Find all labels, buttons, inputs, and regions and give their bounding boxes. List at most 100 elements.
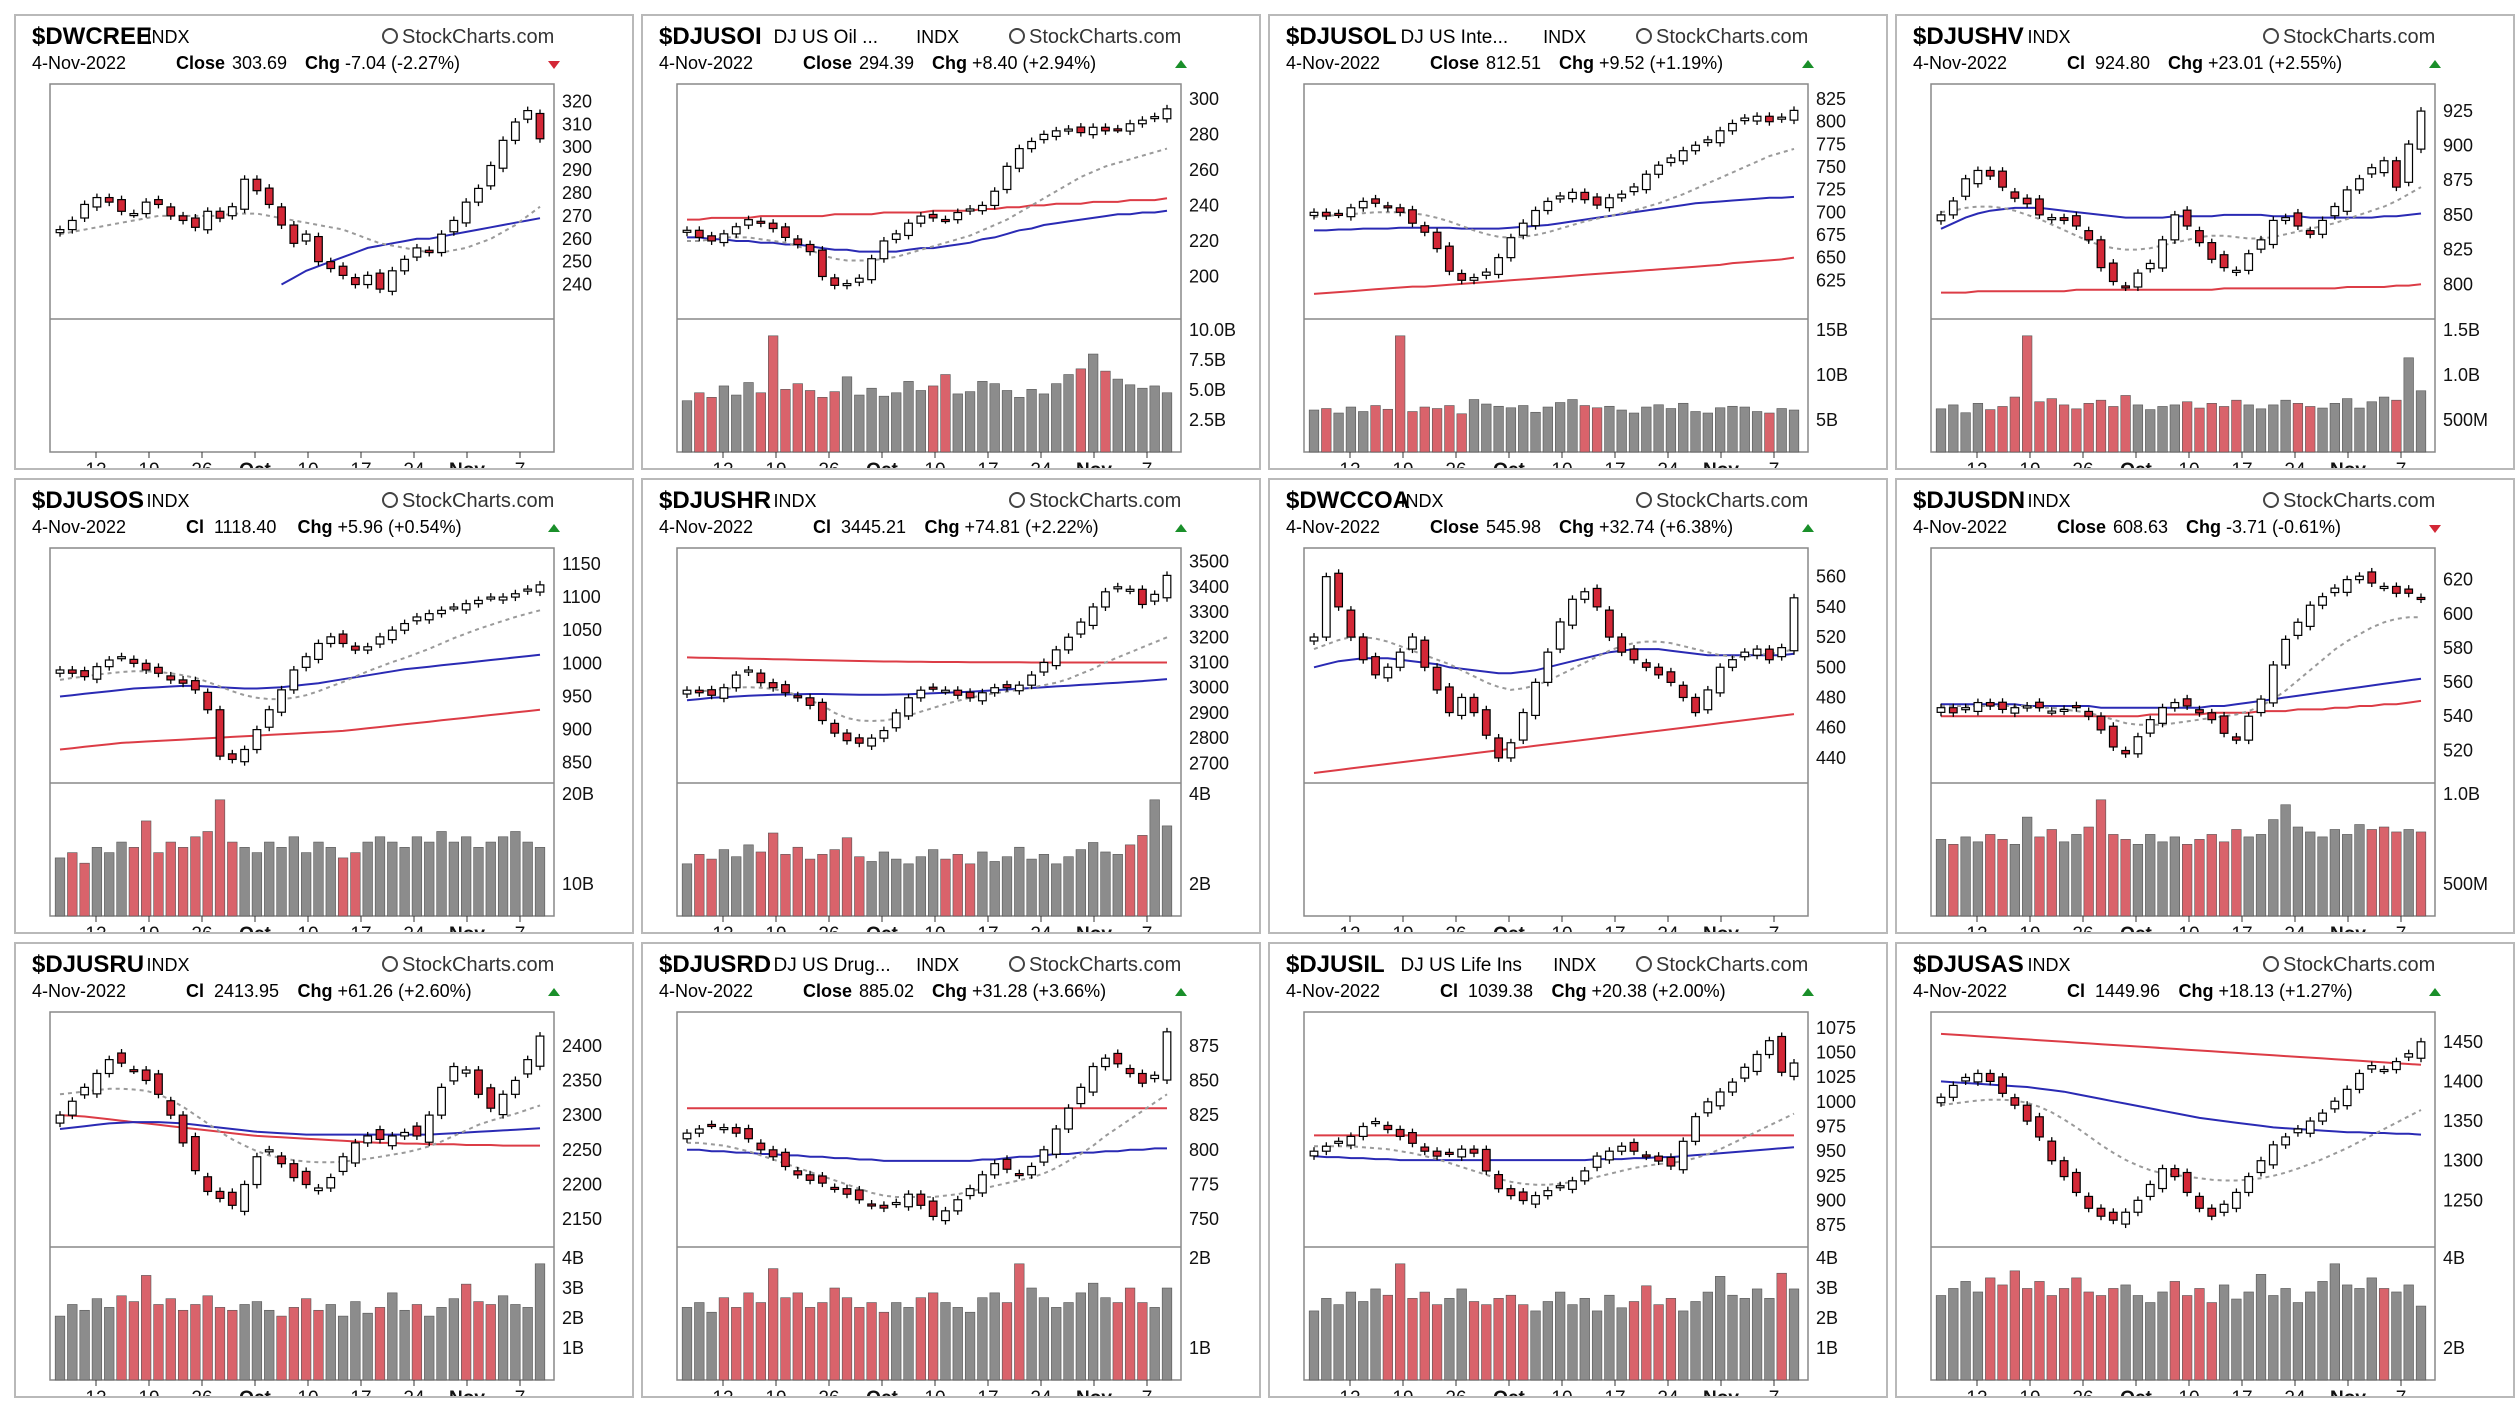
volume-bar: [878, 395, 890, 453]
volume-bar: [461, 836, 472, 917]
candle-body: [1137, 1072, 1147, 1084]
x-tick-label: 10: [924, 460, 945, 468]
candle-body: [1444, 245, 1454, 272]
volume-bar: [497, 836, 509, 917]
candle-body: [1321, 1145, 1331, 1152]
candle-body: [1432, 1150, 1442, 1157]
chart-panel-djusru[interactable]: $DJUSRU INDX StockCharts.com 4-Nov-2022 Cl 24…: [14, 942, 634, 1398]
x-tick-label: 10: [297, 460, 318, 468]
volume-bar: [2145, 409, 2156, 453]
chart-panel-djusas[interactable]: $DJUSAS INDX StockCharts.com 4-Nov-2022 Cl 14…: [1895, 942, 2515, 1398]
volume-bar: [1112, 1302, 1123, 1381]
date-label: 4-Nov-2022: [1913, 517, 2007, 537]
volume-bar: [2268, 404, 2279, 453]
close-value: 1449.96: [2095, 981, 2160, 1001]
volume-bar: [1100, 370, 1111, 453]
chg-value: +18.13 (+1.27%): [2219, 981, 2353, 1001]
candle-body: [1518, 711, 1528, 741]
candle-body: [941, 1210, 950, 1222]
candle-body: [2071, 705, 2081, 709]
candle-body: [854, 277, 864, 283]
candle-body: [129, 658, 139, 664]
volume-bar: [2071, 408, 2082, 453]
candle-body: [289, 224, 299, 244]
candle-body: [1113, 128, 1123, 132]
candle-body: [1334, 572, 1344, 608]
volume-bar: [2391, 399, 2402, 453]
candle-body: [1039, 661, 1049, 673]
date-label: 4-Nov-2022: [1286, 981, 1380, 1001]
chart-panel-djusdn[interactable]: $DJUSDN INDX StockCharts.com 4-Nov-2022 Clos…: [1895, 478, 2515, 934]
chart-panel-dwccoa[interactable]: $DWCCOA INDX StockCharts.com 4-Nov-2022 Clos…: [1268, 478, 1888, 934]
candle-body: [2010, 191, 2020, 199]
volume-bar: [1358, 1301, 1369, 1381]
chart-panel-djusrd[interactable]: $DJUSRD DJ US Drug... INDX StockCharts.com 4…: [641, 942, 1261, 1398]
chart-panel-djusil[interactable]: $DJUSIL DJ US Life Ins INDX StockCharts.com…: [1268, 942, 1888, 1398]
candle-body: [2342, 189, 2352, 212]
chart-panel-djushr[interactable]: $DJUSHR INDX StockCharts.com 4-Nov-2022 Cl 34…: [641, 478, 1261, 934]
candle-body: [1998, 170, 2007, 188]
candle-body: [92, 1072, 102, 1095]
volume-bar: [497, 1295, 509, 1381]
volume-bar: [91, 847, 103, 917]
volume-bar: [1112, 378, 1123, 453]
candle-body: [928, 213, 938, 219]
chart-panel-djushv[interactable]: $DJUSHV INDX StockCharts.com 4-Nov-2022 Cl 92…: [1895, 14, 2515, 470]
chg-label: Chg: [925, 517, 960, 537]
x-tick-label: 10: [2178, 460, 2199, 468]
exchange-label: INDX: [774, 491, 817, 511]
chart-panel-djusoi[interactable]: $DJUSOI DJ US Oil ... INDX StockCharts.com 4…: [641, 14, 1261, 470]
candle-body: [2293, 212, 2303, 227]
volume-bar: [1997, 1284, 2008, 1381]
volume-bar: [1665, 1298, 1677, 1381]
y-tick-label: 925: [2443, 101, 2473, 121]
candle-body: [1457, 696, 1467, 717]
close-label: Close: [803, 981, 852, 1001]
volume-bar: [1124, 844, 1136, 917]
volume-tick-label: 10B: [1816, 365, 1848, 385]
candle-body: [1002, 165, 1012, 191]
y-tick-label: 675: [1816, 225, 1846, 245]
close-label: Cl: [186, 981, 204, 1001]
volume-bar: [718, 1297, 730, 1381]
volume-bar: [2022, 1288, 2033, 1381]
watermark-text: StockCharts.com: [402, 26, 554, 48]
volume-bar: [964, 1311, 976, 1381]
x-tick-label: 26: [2072, 1388, 2093, 1396]
candle-body: [916, 215, 926, 224]
chart-panel-dwcree[interactable]: $DWCREE INDX StockCharts.com 4-Nov-2022 Clos…: [14, 14, 634, 470]
volume-bar: [1948, 1288, 1959, 1381]
candle-body: [879, 729, 889, 739]
chart-panel-djusol[interactable]: $DJUSOL DJ US Inte... INDX StockCharts.com 4…: [1268, 14, 1888, 470]
watermark-text: StockCharts.com: [1029, 954, 1181, 976]
candle-body: [2244, 1175, 2254, 1194]
candle-body: [1371, 656, 1380, 676]
volume-bar: [1604, 1294, 1615, 1381]
volume-bar: [1345, 406, 1357, 453]
volume-bar: [239, 1304, 250, 1381]
candle-body: [314, 235, 323, 263]
chg-value: +32.74 (+6.38%): [1599, 517, 1733, 537]
volume-bar: [2206, 403, 2217, 453]
chart-panel-djusos[interactable]: $DJUSOS INDX StockCharts.com 4-Nov-2022 Cl 11…: [14, 478, 634, 934]
volume-bar: [1308, 1310, 1320, 1381]
candle-body: [756, 1142, 766, 1151]
watermark-text: StockCharts.com: [402, 954, 554, 976]
candle-body: [891, 1201, 901, 1206]
volume-bar: [2083, 403, 2094, 453]
candle-body: [1691, 1116, 1700, 1142]
candle-body: [535, 1035, 545, 1067]
x-tick-label: Nov: [2330, 460, 2366, 468]
volume-bar: [473, 847, 484, 917]
watermark: StockCharts.com: [382, 954, 554, 976]
candle-body: [2195, 709, 2204, 714]
volume-bar: [264, 841, 275, 917]
candle-body: [1985, 1072, 1995, 1083]
candle-body: [2010, 707, 2020, 714]
candle-body: [1432, 231, 1442, 250]
volume-bar: [534, 847, 546, 917]
candle-body: [2404, 143, 2414, 183]
volume-bar: [841, 1297, 853, 1381]
candle-body: [2404, 588, 2414, 594]
volume-bar: [2182, 401, 2193, 453]
